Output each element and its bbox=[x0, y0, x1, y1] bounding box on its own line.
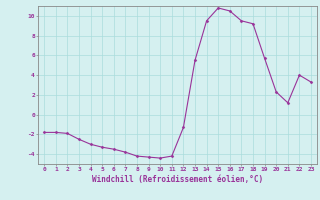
X-axis label: Windchill (Refroidissement éolien,°C): Windchill (Refroidissement éolien,°C) bbox=[92, 175, 263, 184]
